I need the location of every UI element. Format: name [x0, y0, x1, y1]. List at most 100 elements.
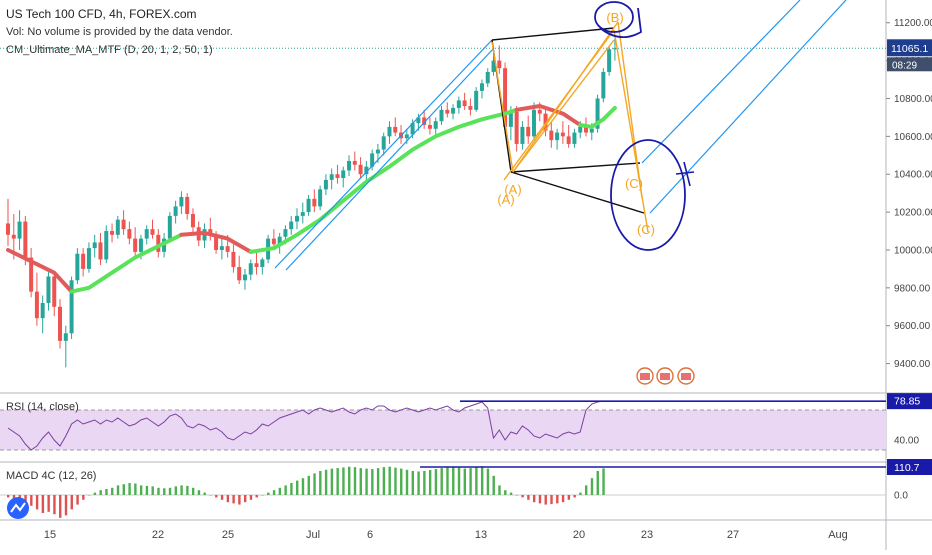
candle-body[interactable] — [248, 263, 253, 275]
candle-body[interactable] — [208, 229, 213, 235]
candle-body[interactable] — [589, 128, 594, 133]
triangle-line[interactable] — [491, 27, 615, 41]
candle-body[interactable] — [312, 198, 317, 207]
candle-body[interactable] — [370, 153, 375, 167]
candle-body[interactable] — [462, 100, 467, 107]
candle-body[interactable] — [329, 174, 334, 180]
candle-body[interactable] — [555, 132, 560, 141]
pattern-line[interactable] — [503, 29, 615, 181]
candle-body[interactable] — [364, 166, 369, 175]
candle-body[interactable] — [479, 83, 484, 91]
candle-body[interactable] — [17, 221, 22, 239]
channel-line[interactable] — [649, 0, 847, 214]
candle-body[interactable] — [387, 126, 392, 137]
candle-body[interactable] — [416, 117, 421, 124]
candle-body[interactable] — [497, 60, 502, 69]
candle-body[interactable] — [144, 229, 149, 239]
candle-body[interactable] — [341, 170, 346, 179]
candle-body[interactable] — [549, 130, 554, 141]
candle-body[interactable] — [543, 113, 548, 131]
channel-line[interactable] — [285, 47, 495, 271]
candle-body[interactable] — [404, 134, 409, 139]
pattern-line[interactable] — [613, 29, 649, 233]
candle-body[interactable] — [214, 234, 219, 250]
pen-circle-b[interactable] — [594, 1, 634, 33]
candle-body[interactable] — [283, 229, 288, 237]
candle-body[interactable] — [167, 215, 172, 239]
candle-body[interactable] — [231, 251, 236, 268]
candle-body[interactable] — [277, 236, 282, 245]
candle-body[interactable] — [508, 111, 513, 127]
candle-body[interactable] — [422, 117, 427, 125]
candle-body[interactable] — [81, 253, 86, 269]
candle-body[interactable] — [104, 231, 109, 260]
candle-body[interactable] — [11, 234, 16, 239]
indicator-legend[interactable]: CM_Ultimate_MA_MTF (D, 20, 1, 2, 50, 1) — [6, 44, 213, 56]
triangle-line[interactable] — [510, 162, 641, 173]
channel-line[interactable] — [641, 0, 801, 164]
candle-body[interactable] — [185, 196, 190, 214]
candle-body[interactable] — [58, 306, 63, 341]
candle-body[interactable] — [173, 206, 178, 216]
candle-body[interactable] — [156, 234, 161, 252]
candle-body[interactable] — [225, 246, 230, 252]
candle-body[interactable] — [601, 71, 606, 99]
candle-body[interactable] — [318, 189, 323, 207]
candle-body[interactable] — [115, 219, 120, 235]
candle-body[interactable] — [127, 229, 132, 239]
pen-cross[interactable] — [675, 161, 695, 187]
candle-body[interactable] — [254, 263, 259, 268]
candle-body[interactable] — [572, 132, 577, 144]
candle-body[interactable] — [23, 221, 28, 258]
candle-body[interactable] — [514, 111, 519, 144]
candle-body[interactable] — [451, 107, 456, 114]
pattern-line[interactable] — [491, 41, 514, 173]
candle-body[interactable] — [29, 257, 34, 292]
pen-stroke[interactable] — [599, 7, 642, 38]
candle-body[interactable] — [219, 246, 224, 250]
candle-body[interactable] — [306, 198, 311, 213]
candle-body[interactable] — [503, 68, 508, 127]
candle-body[interactable] — [347, 160, 352, 171]
candle-body[interactable] — [121, 219, 126, 230]
candle-body[interactable] — [358, 164, 363, 175]
candle-body[interactable] — [98, 242, 103, 260]
candle-body[interactable] — [289, 221, 294, 230]
candle-body[interactable] — [295, 215, 299, 222]
candle-body[interactable] — [34, 291, 39, 319]
candle-body[interactable] — [607, 49, 612, 72]
candle-body[interactable] — [110, 231, 115, 235]
candle-body[interactable] — [526, 126, 531, 137]
candle-body[interactable] — [595, 98, 600, 129]
candle-body[interactable] — [474, 90, 479, 110]
macd-legend[interactable]: MACD 4C (12, 26) — [6, 470, 97, 482]
candle-body[interactable] — [46, 276, 51, 303]
candle-body[interactable] — [352, 160, 357, 165]
candle-body[interactable] — [242, 274, 247, 281]
candle-body[interactable] — [520, 126, 525, 144]
candle-body[interactable] — [485, 71, 490, 84]
candle-body[interactable] — [190, 213, 195, 228]
candle-body[interactable] — [179, 196, 184, 207]
candle-body[interactable] — [271, 238, 276, 245]
candle-body[interactable] — [578, 126, 583, 133]
rsi-legend[interactable]: RSI (14, close) — [6, 401, 79, 413]
candle-body[interactable] — [491, 60, 496, 72]
candle-body[interactable] — [92, 242, 97, 249]
candle-body[interactable] — [300, 212, 305, 216]
candle-body[interactable] — [393, 126, 398, 133]
candle-body[interactable] — [612, 48, 617, 50]
candle-body[interactable] — [410, 123, 415, 135]
candle-body[interactable] — [433, 121, 438, 129]
candle-body[interactable] — [468, 106, 473, 110]
candle-body[interactable] — [40, 302, 45, 319]
candle-body[interactable] — [381, 136, 386, 150]
channel-line[interactable] — [274, 39, 493, 269]
candle-body[interactable] — [537, 109, 542, 114]
pen-circle-c[interactable] — [610, 139, 686, 251]
candle-body[interactable] — [456, 100, 461, 108]
candle-body[interactable] — [375, 149, 380, 154]
candle-body[interactable] — [138, 238, 143, 252]
candle-body[interactable] — [439, 109, 444, 122]
candle-body[interactable] — [560, 132, 565, 137]
